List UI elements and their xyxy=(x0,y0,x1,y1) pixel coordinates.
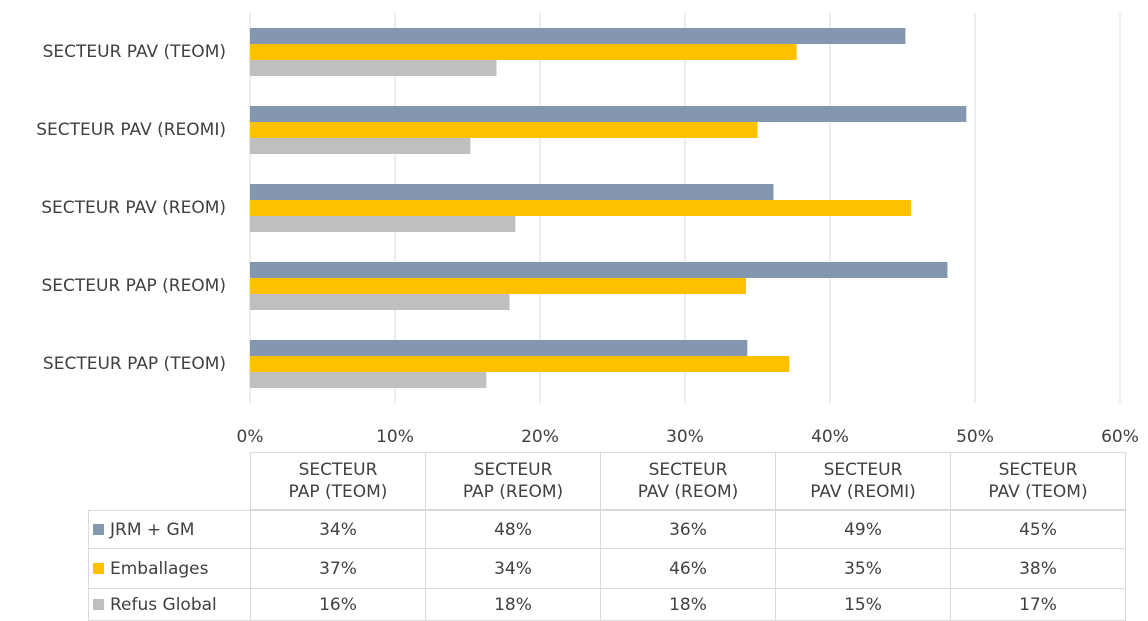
x-tick-label: 40% xyxy=(811,427,849,447)
x-tick-label: 50% xyxy=(956,427,994,447)
table-header: SECTEUR PAV (REOMI) xyxy=(775,452,951,510)
bar xyxy=(250,122,758,138)
bar xyxy=(250,278,746,294)
table-value-text: 16% xyxy=(319,594,357,615)
y-tick-label: SECTEUR PAP (TEOM) xyxy=(43,354,226,374)
x-tick-label: 0% xyxy=(237,427,264,447)
legend-swatch xyxy=(93,524,104,535)
bar xyxy=(250,184,774,200)
table-value: 48% xyxy=(425,510,601,549)
y-tick-label: SECTEUR PAV (REOM) xyxy=(41,198,226,218)
table-value: 34% xyxy=(425,548,601,589)
table-header: SECTEUR PAP (REOM) xyxy=(425,452,601,510)
table-header-text: SECTEUR PAP (REOM) xyxy=(462,460,564,502)
table-value: 35% xyxy=(775,548,951,589)
bar xyxy=(250,138,471,154)
bar xyxy=(250,262,948,278)
table-header: SECTEUR PAP (TEOM) xyxy=(250,452,426,510)
bar xyxy=(250,28,906,44)
bar xyxy=(250,106,967,122)
bar xyxy=(250,200,912,216)
legend-entry: JRM + GM xyxy=(88,510,251,549)
table-header-text: SECTEUR PAV (TEOM) xyxy=(988,460,1088,502)
table-value-text: 36% xyxy=(669,519,707,540)
table-value-text: 49% xyxy=(844,519,882,540)
table-value: 16% xyxy=(250,588,426,621)
bar xyxy=(250,340,748,356)
table-header: SECTEUR PAV (TEOM) xyxy=(950,452,1126,510)
y-tick-label: SECTEUR PAV (REOMI) xyxy=(36,120,226,140)
legend-swatch xyxy=(93,599,104,610)
table-value-text: 38% xyxy=(1019,558,1057,579)
table-value-text: 18% xyxy=(669,594,707,615)
bar xyxy=(250,60,497,76)
table-value-text: 17% xyxy=(1019,594,1057,615)
table-header-text: SECTEUR PAV (REOMI) xyxy=(810,460,916,502)
bar xyxy=(250,294,510,310)
table-value: 49% xyxy=(775,510,951,549)
table-value: 18% xyxy=(600,588,776,621)
table-header-text: SECTEUR PAP (TEOM) xyxy=(288,460,388,502)
bar xyxy=(250,356,790,372)
bar xyxy=(250,372,487,388)
table-value-text: 35% xyxy=(844,558,882,579)
table-header: SECTEUR PAV (REOM) xyxy=(600,452,776,510)
table-value: 17% xyxy=(950,588,1126,621)
table-value-text: 46% xyxy=(669,558,707,579)
chart: 0% 10% 20% 30% 40% 50% 60% SECTEUR PAP (TEOM) SE… xyxy=(36,13,1139,447)
table-value-text: 34% xyxy=(494,558,532,579)
table-value-text: 45% xyxy=(1019,519,1057,540)
legend-entry: Emballages xyxy=(88,548,251,589)
table-value: 18% xyxy=(425,588,601,621)
table-value-text: 48% xyxy=(494,519,532,540)
x-tick-label: 10% xyxy=(376,427,414,447)
legend-text: Refus Global xyxy=(110,594,217,615)
table-value: 34% xyxy=(250,510,426,549)
legend-text: JRM + GM xyxy=(110,519,195,540)
legend-entry: Refus Global xyxy=(88,588,251,621)
table-value: 36% xyxy=(600,510,776,549)
x-tick-label: 30% xyxy=(666,427,704,447)
table-value-text: 34% xyxy=(319,519,357,540)
table-header-text: SECTEUR PAV (REOM) xyxy=(637,460,739,502)
table-value: 38% xyxy=(950,548,1126,589)
x-tick-label: 20% xyxy=(521,427,559,447)
x-tick-label: 60% xyxy=(1101,427,1139,447)
y-tick-label: SECTEUR PAV (TEOM) xyxy=(43,42,226,62)
table-value: 46% xyxy=(600,548,776,589)
table-value: 15% xyxy=(775,588,951,621)
y-tick-label: SECTEUR PAP (REOM) xyxy=(41,276,226,296)
table-value-text: 18% xyxy=(494,594,532,615)
table-value: 37% xyxy=(250,548,426,589)
table-value-text: 37% xyxy=(319,558,357,579)
legend-swatch xyxy=(93,563,104,574)
table-value: 45% xyxy=(950,510,1126,549)
bar xyxy=(250,216,516,232)
bar xyxy=(250,44,797,60)
legend-text: Emballages xyxy=(110,558,209,579)
table-value-text: 15% xyxy=(844,594,882,615)
